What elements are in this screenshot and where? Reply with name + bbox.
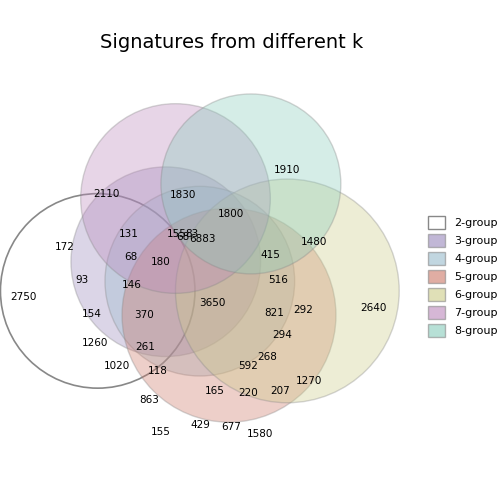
Text: 2110: 2110 [93, 188, 119, 199]
Text: 1800: 1800 [218, 209, 244, 219]
Text: 2750: 2750 [10, 292, 36, 302]
Text: 68: 68 [124, 252, 138, 262]
Text: 516: 516 [268, 275, 288, 285]
Text: 592: 592 [238, 361, 259, 371]
Circle shape [105, 186, 295, 376]
Text: 1270: 1270 [296, 376, 323, 386]
Text: 68: 68 [176, 232, 190, 242]
Text: Signatures from different k: Signatures from different k [100, 33, 363, 52]
Circle shape [71, 167, 261, 356]
Text: 1580: 1580 [246, 429, 273, 439]
Text: 3650: 3650 [199, 298, 225, 308]
Circle shape [175, 179, 399, 403]
Text: 207: 207 [270, 386, 290, 396]
Text: 118: 118 [148, 366, 167, 376]
Text: 1910: 1910 [274, 165, 300, 175]
Text: 165: 165 [205, 386, 224, 396]
Text: 292: 292 [293, 305, 313, 316]
Text: 172: 172 [55, 242, 75, 252]
Circle shape [161, 94, 341, 274]
Text: 268: 268 [257, 352, 277, 361]
Text: 1020: 1020 [104, 361, 130, 371]
Text: 93: 93 [76, 275, 89, 285]
Text: 863: 863 [139, 395, 159, 405]
Text: 146: 146 [122, 280, 142, 290]
Text: 821: 821 [264, 308, 284, 318]
Text: 155: 155 [151, 427, 171, 437]
Text: 131: 131 [118, 228, 138, 238]
Circle shape [81, 104, 270, 293]
Text: 180: 180 [151, 257, 171, 267]
Text: 1830: 1830 [170, 190, 196, 200]
Text: 83: 83 [185, 229, 198, 239]
Text: 677: 677 [221, 422, 241, 432]
Circle shape [122, 208, 336, 422]
Text: 154: 154 [82, 309, 102, 319]
Text: 294: 294 [273, 330, 292, 340]
Text: 415: 415 [261, 250, 280, 261]
Text: 1480: 1480 [301, 237, 327, 247]
Legend: 2-group, 3-group, 4-group, 5-group, 6-group, 7-group, 8-group: 2-group, 3-group, 4-group, 5-group, 6-gr… [423, 210, 503, 343]
Text: 155: 155 [166, 229, 186, 239]
Text: 6883: 6883 [189, 234, 216, 244]
Text: 1260: 1260 [82, 338, 108, 348]
Text: 261: 261 [136, 342, 155, 352]
Text: 429: 429 [191, 420, 211, 429]
Text: 220: 220 [238, 388, 259, 398]
Text: 370: 370 [134, 310, 154, 320]
Text: 2640: 2640 [360, 303, 387, 313]
